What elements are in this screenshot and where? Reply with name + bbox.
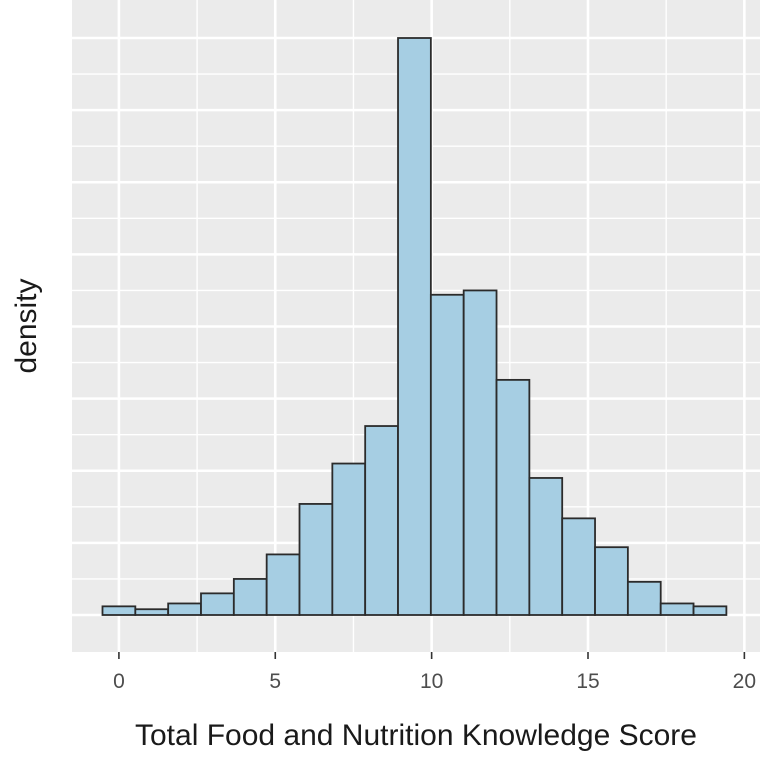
y-axis-title: density: [10, 278, 43, 373]
histogram-bar: [167, 602, 202, 616]
histogram-bar: [265, 553, 301, 616]
histogram-bar: [528, 477, 564, 616]
histogram-bar: [561, 517, 596, 616]
x-tick-label: 10: [420, 670, 443, 693]
x-axis-tick-labels: 0 5 10 15 20: [113, 670, 756, 693]
x-tick-label: 15: [576, 670, 599, 693]
histogram-bar: [659, 602, 695, 616]
histogram-bar: [462, 289, 498, 616]
histogram-bar: [101, 605, 137, 616]
histogram-bar: [692, 605, 728, 616]
histogram-bar: [200, 592, 235, 616]
histogram-bar: [134, 608, 170, 616]
histogram-bar: [429, 293, 465, 616]
histogram-bar: [232, 578, 268, 616]
histogram-bar: [331, 462, 367, 616]
x-axis-ticks: [118, 652, 746, 659]
x-axis-title: Total Food and Nutrition Knowledge Score: [135, 719, 697, 752]
x-tick-label: 0: [113, 670, 125, 693]
histogram-bar: [364, 425, 399, 616]
histogram-bar: [495, 378, 531, 616]
histogram-bar: [298, 503, 334, 616]
x-tick-label: 20: [733, 670, 756, 693]
histogram-bar: [626, 580, 662, 616]
x-tick-label: 5: [269, 670, 281, 693]
histogram-bar: [594, 546, 629, 616]
bars: [101, 37, 728, 616]
histogram-bar: [397, 37, 432, 616]
